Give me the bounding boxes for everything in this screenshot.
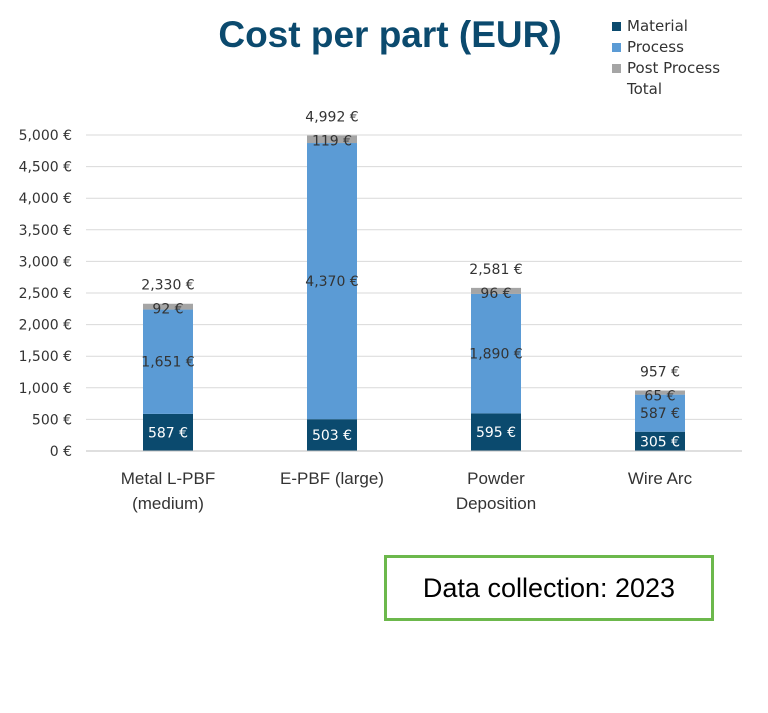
legend: Material Process Post Process Total [612,16,720,100]
data-label: 587 € [148,425,188,441]
legend-item-total: Total [612,79,720,100]
data-collection-note-text: Data collection: 2023 [422,572,676,603]
legend-swatch-material [612,22,621,31]
total-label: 2,330 € [141,278,194,294]
stacked-bar-chart: 0 € 500 € 1,000 € 1,500 € 2,000 € 2,500 € 3,00… [19,110,742,513]
x-tick-label: (medium) [132,494,204,513]
bar-segment-process [635,394,685,432]
legend-label-material: Material [627,17,688,35]
y-tick-label: 4,000 € [19,191,72,207]
y-tick-label: 3,000 € [19,254,72,270]
legend-swatch-post-process [612,64,621,73]
data-label: 595 € [476,425,516,441]
bar-segment-material [307,419,357,451]
bar-segment-post-process [143,303,193,310]
total-label: 957 € [640,365,680,381]
legend-item-material: Material [612,16,720,37]
legend-label-process: Process [627,38,684,56]
chart-title: Cost per part (EUR) [218,14,562,55]
legend-label-total: Total [627,80,663,98]
bar-segment-post-process [471,287,521,294]
y-tick-label: 2,000 € [19,318,72,334]
data-label: 65 € [644,389,675,405]
data-label: 119 € [312,134,352,150]
data-label: 305 € [640,434,680,450]
legend-label-post-process: Post Process [627,59,721,77]
data-label: 96 € [480,286,511,302]
data-label: 4,370 € [305,274,358,290]
bar-segment-post-process [307,135,357,144]
data-label: 503 € [312,428,352,444]
x-tick-label: Wire Arc [628,469,693,488]
bar-segment-post-process [635,390,685,395]
total-label: 2,581 € [469,262,522,278]
y-tick-label: 2,500 € [19,286,72,302]
x-tick-label: Metal L-PBF [121,469,215,488]
data-label: 1,890 € [469,347,522,363]
data-label: 1,651 € [141,355,194,371]
bar-segment-material [635,431,685,451]
x-tick-label: Powder [467,469,525,488]
total-label: 4,992 € [305,110,358,126]
y-tick-label: 5,000 € [19,128,72,144]
bar-segment-process [307,143,357,420]
bar-segment-process [471,293,521,414]
bar-segment-material [471,413,521,451]
y-tick-label: 4,500 € [19,160,72,176]
data-label: 587 € [640,406,680,422]
y-tick-label: 500 € [32,412,72,428]
y-tick-label: 1,000 € [19,381,72,397]
bar-segment-process [143,309,193,414]
y-tick-label: 1,500 € [19,349,72,365]
data-collection-note: Data collection: 2023 [384,555,714,621]
y-tick-label: 3,500 € [19,223,72,239]
x-tick-label: E-PBF (large) [280,469,384,488]
x-tick-label: Deposition [456,494,536,513]
legend-item-process: Process [612,37,720,58]
bar-segment-material [143,413,193,451]
y-tick-label: 0 € [50,444,72,460]
legend-item-post-process: Post Process [612,58,720,79]
legend-swatch-process [612,43,621,52]
data-label: 92 € [152,302,183,318]
